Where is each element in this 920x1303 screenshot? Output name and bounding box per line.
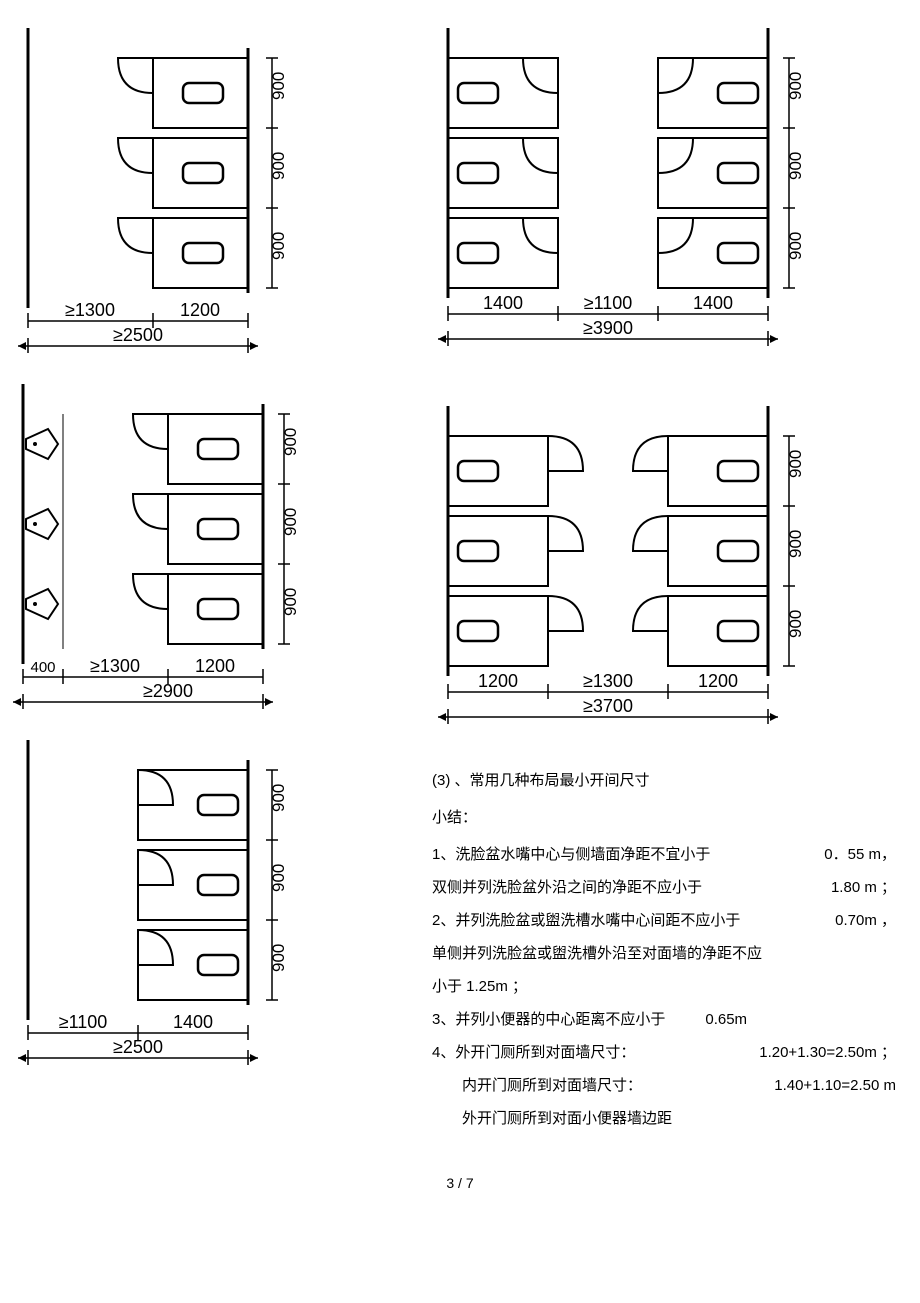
dim-900: 900 xyxy=(269,152,288,180)
dim: 1400 xyxy=(173,1012,213,1032)
line: 4、外开门厕所到对面墙尺寸： xyxy=(432,1036,635,1069)
dim: 1400 xyxy=(693,293,733,313)
subheading: 小结： xyxy=(432,801,900,834)
value: 1.80 m ； xyxy=(831,871,900,904)
diagram-3: 900 900 900 ≥1100 1400 ≥2500 xyxy=(0,732,420,1088)
dim-900: 900 xyxy=(269,72,288,100)
dim-900: 900 xyxy=(786,610,805,638)
dim-900: 900 xyxy=(269,232,288,260)
dim-900: 900 xyxy=(269,864,288,892)
line: 外开门厕所到对面小便器墙边距 xyxy=(432,1102,900,1135)
dim: 1400 xyxy=(483,293,523,313)
dim: ≥1100 xyxy=(584,293,633,313)
value: 0.65m xyxy=(705,1003,751,1036)
line: 2、并列洗脸盆或盥洗槽水嘴中心间距不应小于 xyxy=(432,904,740,937)
dim-total: ≥2500 xyxy=(113,1037,163,1057)
page-footer: 3 / 7 xyxy=(0,1145,920,1211)
dim-900: 900 xyxy=(281,588,300,616)
line: 小于 1.25m ； xyxy=(432,970,900,1003)
dim: ≥1300 xyxy=(583,671,633,691)
dim-total: ≥3900 xyxy=(583,318,633,338)
dim-900: 900 xyxy=(281,428,300,456)
value: 0．55 m， xyxy=(824,838,900,871)
dim-900: 900 xyxy=(269,784,288,812)
summary-text: (3) 、常用几种布局最小开间尺寸 小结： 1、洗脸盆水嘴中心与侧墙面净距不宜小… xyxy=(420,754,920,1145)
line: 单侧并列洗脸盆或盥洗槽外沿至对面墙的净距不应 xyxy=(432,937,900,970)
dim-total: ≥3700 xyxy=(583,696,633,716)
section-title: (3) 、常用几种布局最小开间尺寸 xyxy=(432,764,900,797)
diagram-4: 900 900 900 1400 ≥1100 1400 xyxy=(420,20,920,376)
dim-900: 900 xyxy=(786,450,805,478)
line: 3、并列小便器的中心距离不应小于 xyxy=(432,1003,665,1036)
value: 0.70m ， xyxy=(835,904,900,937)
value: 1.20+1.30=2.50m ； xyxy=(759,1036,900,1069)
dim-900: 900 xyxy=(281,508,300,536)
line: 双侧并列洗脸盆外沿之间的净距不应小于 xyxy=(432,871,702,904)
dim: 1200 xyxy=(478,671,518,691)
dim-total: ≥2900 xyxy=(143,681,193,701)
page: 900 900 900 ≥1300 1200 xyxy=(0,0,920,1145)
dim-900: 900 xyxy=(786,152,805,180)
dim-900: 900 xyxy=(269,944,288,972)
right-column: 900 900 900 1400 ≥1100 1400 xyxy=(420,20,920,1145)
dim: ≥1300 xyxy=(90,656,140,676)
dim: 400 xyxy=(30,659,55,676)
dim-900: 900 xyxy=(786,232,805,260)
dim-total: ≥2500 xyxy=(113,325,163,345)
dim: ≥1300 xyxy=(65,300,115,320)
dim: 1200 xyxy=(195,656,235,676)
diagram-2: 900 900 900 400 ≥1300 1200 xyxy=(0,376,420,732)
value: 1.40+1.10=2.50 m xyxy=(774,1069,900,1102)
left-column: 900 900 900 ≥1300 1200 xyxy=(0,20,420,1145)
dim-900: 900 xyxy=(786,530,805,558)
diagram-1: 900 900 900 ≥1300 1200 xyxy=(0,20,420,376)
line: 内开门厕所到对面墙尺寸： xyxy=(462,1069,642,1102)
diagram-5: 900 900 900 1200 ≥1300 1200 xyxy=(420,376,920,754)
dim: 1200 xyxy=(180,300,220,320)
line: 1、洗脸盆水嘴中心与侧墙面净距不宜小于 xyxy=(432,838,710,871)
dim-900: 900 xyxy=(786,72,805,100)
dim: 1200 xyxy=(698,671,738,691)
dim: ≥1100 xyxy=(59,1012,108,1032)
